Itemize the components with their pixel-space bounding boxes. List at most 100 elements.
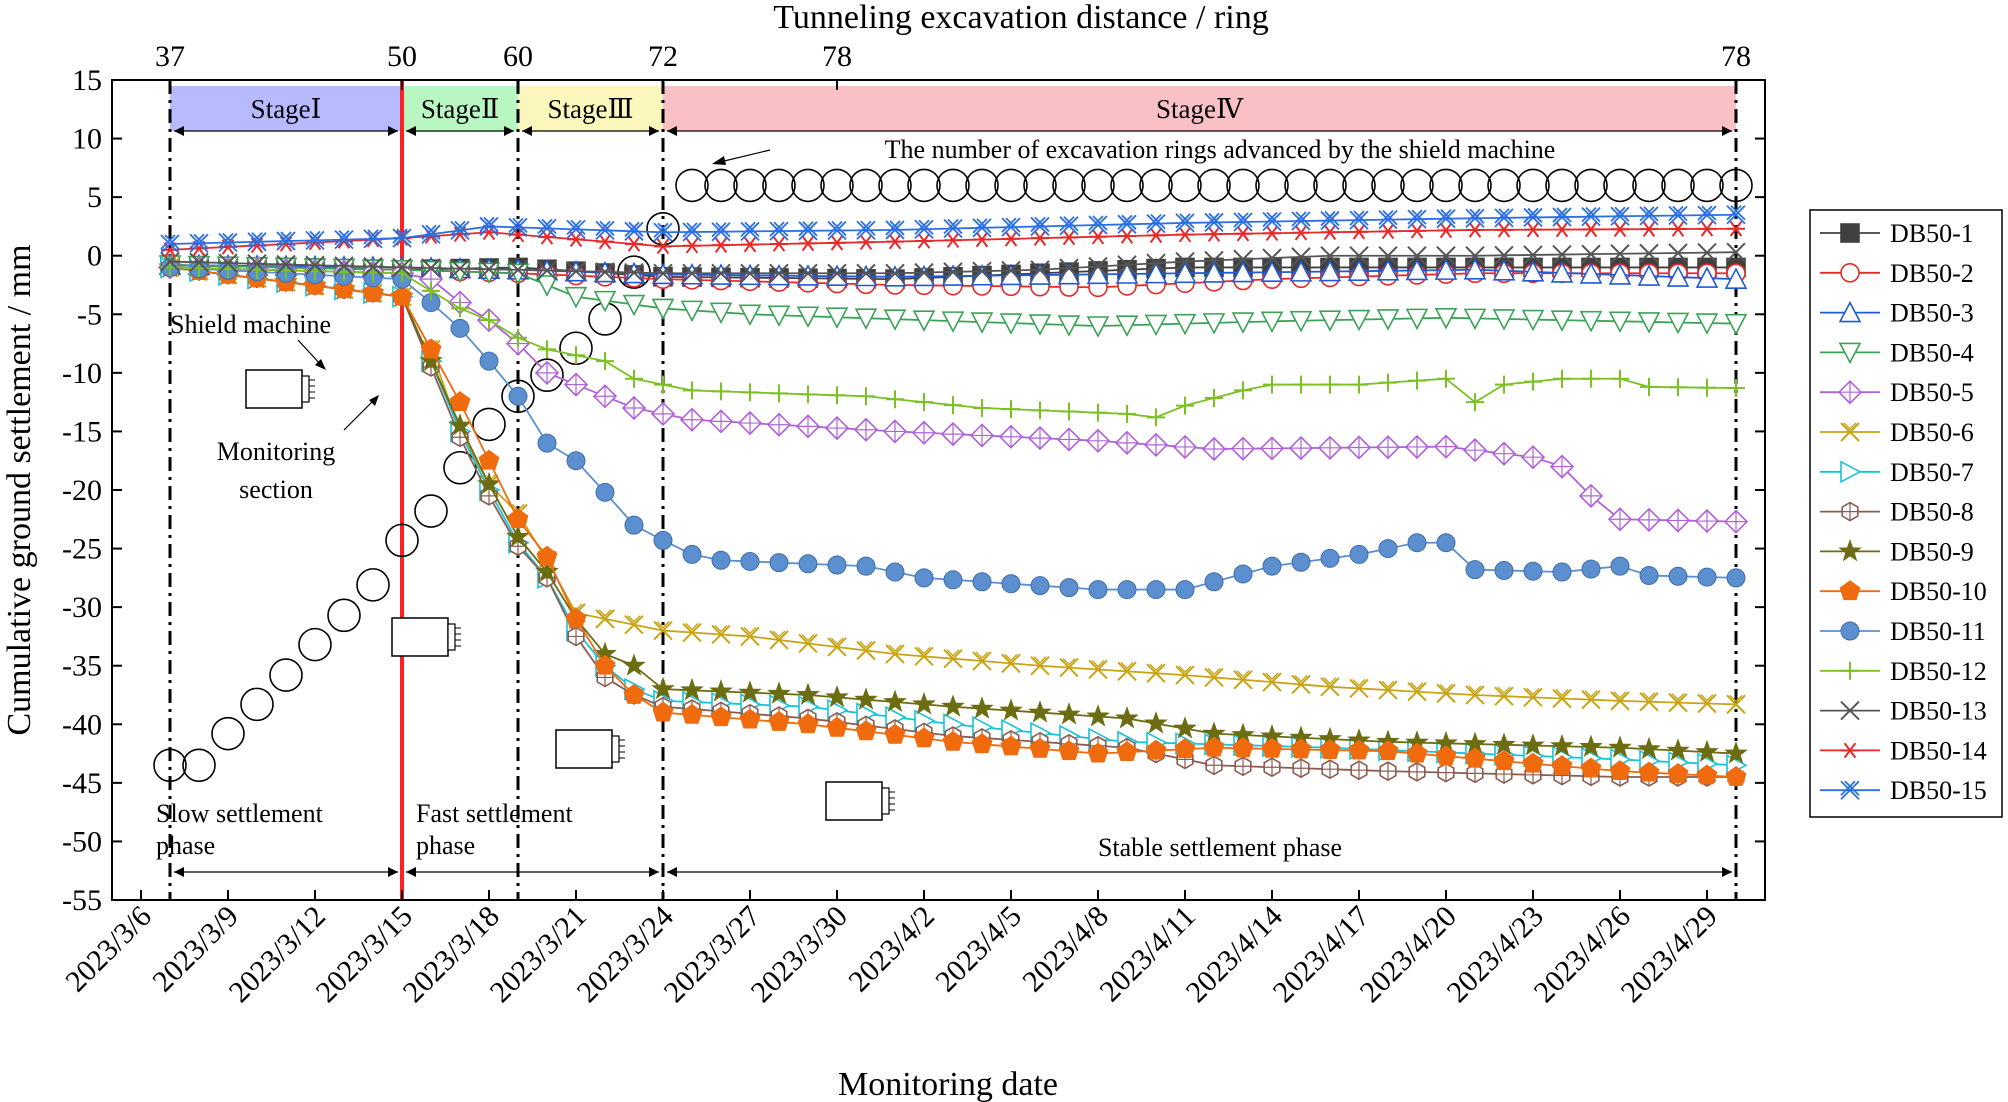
ring-circle — [1690, 168, 1724, 203]
data-marker — [1521, 309, 1545, 332]
y-tick-label: 0 — [87, 240, 102, 273]
data-marker — [1060, 229, 1078, 246]
data-marker — [944, 396, 962, 415]
ring-circle — [385, 523, 419, 558]
phase-label: Stable settlement phase — [1098, 833, 1342, 862]
data-marker — [685, 623, 699, 631]
data-marker — [1146, 253, 1166, 273]
data-marker — [450, 220, 470, 240]
data-marker — [827, 263, 847, 283]
data-marker — [1088, 580, 1108, 600]
data-marker — [884, 723, 906, 744]
data-marker — [1640, 377, 1658, 396]
data-marker — [1840, 262, 1860, 283]
data-marker — [247, 254, 267, 274]
data-marker — [479, 351, 499, 371]
data-marker — [971, 733, 993, 754]
data-marker — [276, 231, 296, 251]
data-marker — [1174, 435, 1196, 458]
data-marker — [1031, 401, 1049, 420]
data-marker — [943, 262, 963, 282]
data-marker — [1000, 425, 1022, 448]
legend-entry: DB50-9 — [1820, 537, 1974, 566]
data-marker — [1610, 206, 1630, 226]
data-marker — [914, 568, 934, 588]
data-marker — [1116, 431, 1138, 454]
data-marker — [1320, 548, 1340, 568]
data-marker — [627, 615, 641, 623]
data-marker — [1695, 266, 1719, 288]
data-marker — [1840, 621, 1860, 641]
data-marker — [1260, 260, 1284, 283]
data-marker — [1203, 438, 1225, 460]
data-marker — [1030, 260, 1050, 280]
data-marker — [827, 555, 847, 575]
data-marker — [1204, 667, 1224, 688]
data-marker — [1408, 371, 1426, 390]
data-marker — [1292, 224, 1310, 241]
data-marker — [1666, 265, 1690, 287]
data-marker — [653, 530, 673, 550]
data-marker — [1149, 663, 1163, 672]
data-marker — [1464, 439, 1486, 462]
data-marker — [741, 383, 759, 402]
y-tick-label: -55 — [62, 884, 102, 917]
data-marker — [1726, 205, 1746, 225]
data-marker — [1086, 316, 1110, 338]
data-marker — [1030, 656, 1050, 676]
shield-machine-label: Shield machine — [170, 310, 331, 339]
legend-label: DB50-7 — [1890, 458, 1974, 487]
data-marker — [1406, 435, 1428, 458]
data-marker — [1552, 562, 1572, 582]
data-marker — [770, 236, 788, 252]
data-marker — [1349, 210, 1369, 230]
data-marker — [1004, 653, 1018, 662]
data-marker — [1291, 247, 1311, 267]
data-marker — [1407, 533, 1427, 553]
data-marker — [479, 259, 499, 279]
data-marker — [711, 550, 731, 570]
top-axis-title: Tunneling excavation distance / ring — [773, 0, 1268, 36]
data-marker — [448, 261, 472, 284]
data-marker — [537, 218, 557, 239]
data-marker — [1202, 313, 1226, 335]
data-marker — [915, 233, 933, 249]
data-marker — [1232, 437, 1254, 460]
data-marker — [1580, 757, 1602, 778]
data-marker — [972, 651, 992, 671]
data-marker — [477, 471, 501, 495]
y-tick-label: -20 — [62, 474, 102, 507]
arrow-head — [315, 359, 326, 370]
data-marker — [1611, 221, 1629, 238]
data-marker — [975, 651, 989, 660]
data-marker — [1320, 210, 1340, 231]
data-marker — [1289, 260, 1313, 282]
data-marker — [1405, 308, 1429, 331]
shield-body — [555, 729, 613, 769]
ring-circle — [1632, 168, 1666, 203]
data-marker — [1319, 739, 1341, 759]
ring-circle — [1661, 168, 1695, 203]
data-marker — [1379, 762, 1397, 781]
y-tick-label: -50 — [62, 825, 102, 858]
data-marker — [1204, 212, 1224, 233]
data-marker — [827, 637, 847, 657]
data-marker — [1379, 223, 1397, 240]
data-marker — [1117, 661, 1137, 682]
data-marker — [883, 265, 907, 287]
legend-label: DB50-15 — [1890, 776, 1987, 805]
data-marker — [596, 233, 614, 250]
arrow-head — [388, 126, 398, 136]
data-marker — [741, 236, 759, 253]
data-marker — [681, 408, 703, 431]
data-marker — [1524, 221, 1542, 238]
data-marker — [856, 220, 876, 240]
data-marker — [594, 654, 616, 675]
data-marker — [1236, 670, 1250, 678]
data-marker — [1840, 700, 1860, 721]
data-marker — [768, 413, 790, 436]
data-marker — [770, 384, 788, 403]
ring-circle — [211, 716, 245, 751]
data-marker — [1289, 310, 1313, 333]
data-marker — [1086, 262, 1110, 285]
